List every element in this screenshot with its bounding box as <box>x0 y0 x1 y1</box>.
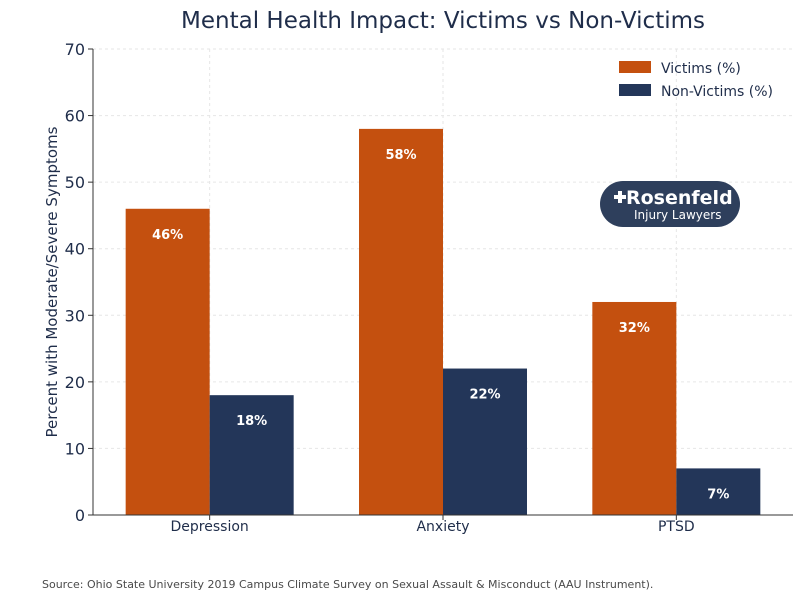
labels: 46% 58% 32% 18% 22% 7% <box>152 148 729 503</box>
bar-value-label: 58% <box>385 148 416 163</box>
bar-victims-depression <box>125 208 210 515</box>
bar-non-victims-ptsd <box>676 468 761 515</box>
y-tick-label: 30 <box>65 306 85 325</box>
y-tick-label: 20 <box>65 373 85 392</box>
x-category-label: PTSD <box>658 519 695 535</box>
bar-non-victims-anxiety <box>443 368 527 515</box>
rosenfeld-logo: Rosenfeld Injury Lawyers <box>600 181 740 227</box>
bars <box>125 128 761 515</box>
y-tick-label: 10 <box>65 439 85 458</box>
bar-value-label: 22% <box>469 388 500 403</box>
bar-non-victims-depression <box>209 395 294 515</box>
bar-value-label: 7% <box>707 487 729 502</box>
bar-value-label: 32% <box>619 321 650 336</box>
cross-icon <box>614 191 626 203</box>
bar-victims-anxiety <box>359 128 443 515</box>
y-tick-label: 70 <box>65 40 85 59</box>
x-category-label: Depression <box>171 519 249 535</box>
legend: Victims (%) Non-Victims (%) <box>619 61 773 100</box>
legend-label-victims: Victims (%) <box>661 61 741 77</box>
y-tick-label: 0 <box>75 506 85 525</box>
axes: 0 10 20 30 40 50 60 70 Depression Anxiety PTSD <box>65 40 793 535</box>
y-tick-label: 40 <box>65 240 85 259</box>
y-tick-label: 60 <box>65 107 85 126</box>
source-note: Source: Ohio State University 2019 Campu… <box>42 578 654 591</box>
chart-title: Mental Health Impact: Victims vs Non-Vic… <box>181 8 705 34</box>
legend-swatch-non-victims <box>619 84 651 96</box>
bar-value-label: 46% <box>152 228 183 243</box>
bar-value-label: 18% <box>236 414 267 429</box>
logo-badge <box>600 181 740 227</box>
x-category-label: Anxiety <box>416 519 469 535</box>
legend-swatch-victims <box>619 61 651 73</box>
y-tick-label: 50 <box>65 173 85 192</box>
bar-victims-ptsd <box>592 301 677 515</box>
y-axis-label: Percent with Moderate/Severe Symptoms <box>43 126 61 437</box>
logo-subtitle: Injury Lawyers <box>634 208 721 222</box>
legend-label-non-victims: Non-Victims (%) <box>661 84 773 100</box>
logo-wordmark: Rosenfeld <box>626 187 733 209</box>
